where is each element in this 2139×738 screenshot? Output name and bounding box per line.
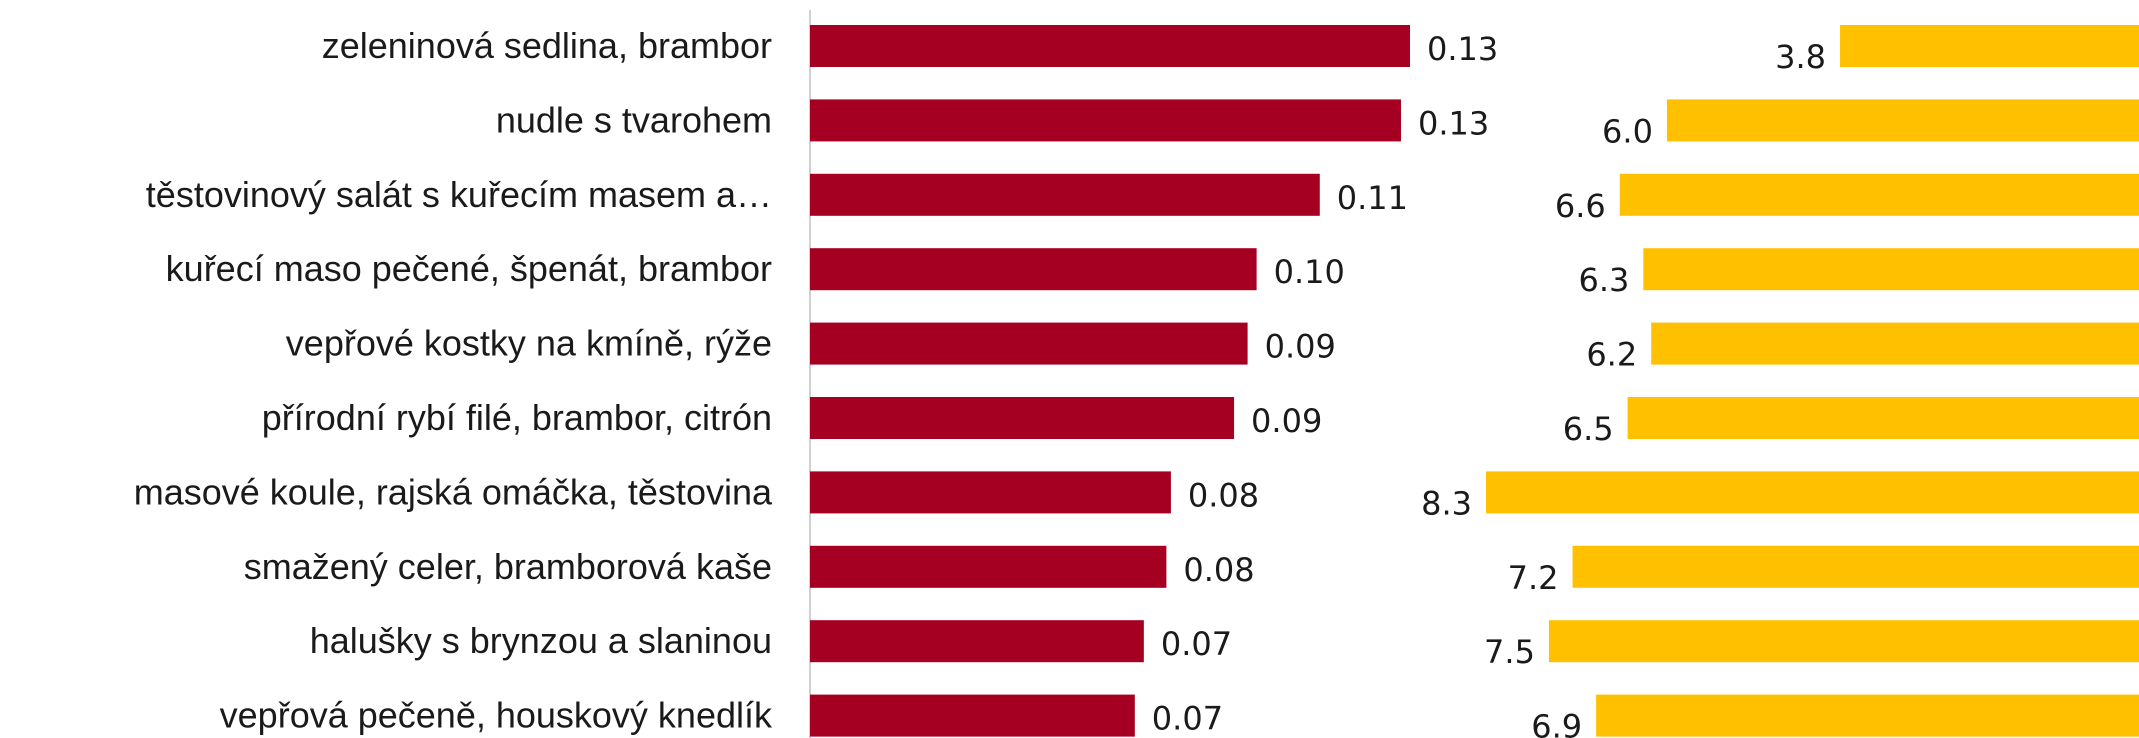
- right-bar: [1651, 322, 2139, 365]
- left-bar: [810, 25, 1410, 67]
- right-bar-value-label: 7.2: [1508, 559, 1559, 597]
- left-bar: [810, 545, 1167, 588]
- right-bar-value-label: 6.2: [1586, 336, 1637, 374]
- right-bar-value-label: 3.8: [1775, 38, 1826, 76]
- left-bar-value-label: 0.13: [1418, 104, 1489, 142]
- category-label: masové koule, rajská omáčka, těstovina: [134, 471, 773, 512]
- category-labels: zeleninová sedlina, brambor nudle s tvaro…: [134, 25, 773, 736]
- right-chart-bars: [1486, 25, 2139, 737]
- left-bar: [810, 694, 1135, 737]
- right-bar-value-label: 8.3: [1421, 484, 1472, 522]
- left-bar: [810, 99, 1401, 142]
- right-bar-value-label: 6.0: [1602, 112, 1653, 150]
- right-bar-value-label: 6.5: [1563, 410, 1614, 448]
- category-label: halušky s brynzou a slaninou: [310, 620, 772, 661]
- left-bar: [810, 620, 1144, 663]
- right-bar: [1548, 620, 2139, 663]
- left-bar-value-label: 0.11: [1337, 179, 1408, 217]
- category-label: kuřecí maso pečené, špenát, brambor: [166, 248, 772, 289]
- left-bar: [810, 471, 1171, 514]
- category-label: těstovinový salát s kuřecím masem a…: [146, 174, 772, 215]
- right-bar: [1627, 397, 2139, 439]
- left-bar-value-label: 0.09: [1251, 402, 1322, 440]
- category-label: vepřová pečeně, houskový knedlík: [220, 695, 773, 736]
- category-label: zeleninová sedlina, brambor: [322, 25, 772, 66]
- category-label: smažený celer, bramborová kaše: [244, 546, 772, 587]
- left-bar-value-label: 0.09: [1265, 328, 1336, 366]
- right-bar: [1643, 248, 2139, 291]
- right-bar: [1840, 25, 2139, 67]
- category-label: nudle s tvarohem: [496, 99, 772, 140]
- right-bar: [1666, 99, 2139, 142]
- left-chart-bars: [810, 25, 1410, 737]
- category-label: přírodní rybí filé, brambor, citrón: [262, 397, 772, 438]
- left-bar: [810, 248, 1257, 291]
- left-bar-value-label: 0.07: [1161, 625, 1232, 663]
- right-bar: [1619, 173, 2139, 216]
- left-bar-value-label: 0.10: [1274, 253, 1345, 291]
- left-bar-value-label: 0.13: [1427, 30, 1498, 68]
- left-bar-value-label: 0.08: [1188, 476, 1259, 514]
- right-bar: [1572, 545, 2139, 588]
- left-bar: [810, 397, 1235, 439]
- right-bar-value-label: 6.3: [1578, 261, 1629, 299]
- right-bar-value-label: 7.5: [1484, 633, 1535, 671]
- right-bar: [1486, 471, 2139, 514]
- left-bar: [810, 173, 1320, 216]
- left-chart-value-labels: 0.13 0.13 0.11 0.10 0.09 0.09 0.08 0.08 0.07 0.07: [1152, 30, 1498, 738]
- left-bar: [810, 322, 1248, 365]
- category-label: vepřové kostky na kmíně, rýže: [286, 323, 772, 364]
- left-bar-value-label: 0.07: [1152, 700, 1223, 738]
- left-bar-value-label: 0.08: [1183, 551, 1254, 589]
- right-bar: [1596, 694, 2139, 737]
- right-chart-value-labels: 3.8 6.0 6.6 6.3 6.2 6.5 8.3 7.2 7.5 6.9: [1421, 38, 1826, 738]
- right-bar-value-label: 6.6: [1555, 187, 1606, 225]
- right-bar-value-label: 6.9: [1531, 708, 1582, 738]
